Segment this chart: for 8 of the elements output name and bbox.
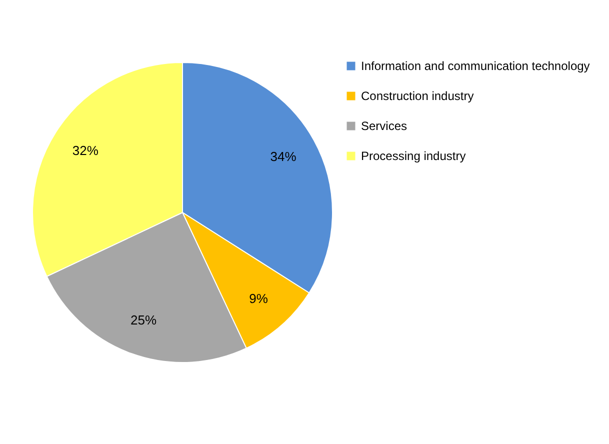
legend-label: Services: [361, 119, 408, 133]
legend-label: Construction industry: [361, 89, 474, 103]
data-label: 9%: [249, 290, 268, 306]
data-label: 34%: [270, 149, 297, 164]
legend-label: Information and communication technology: [361, 59, 590, 73]
data-label: 32%: [72, 142, 99, 158]
legend-label: Processing industry: [361, 149, 466, 163]
data-label: 25%: [130, 312, 157, 328]
